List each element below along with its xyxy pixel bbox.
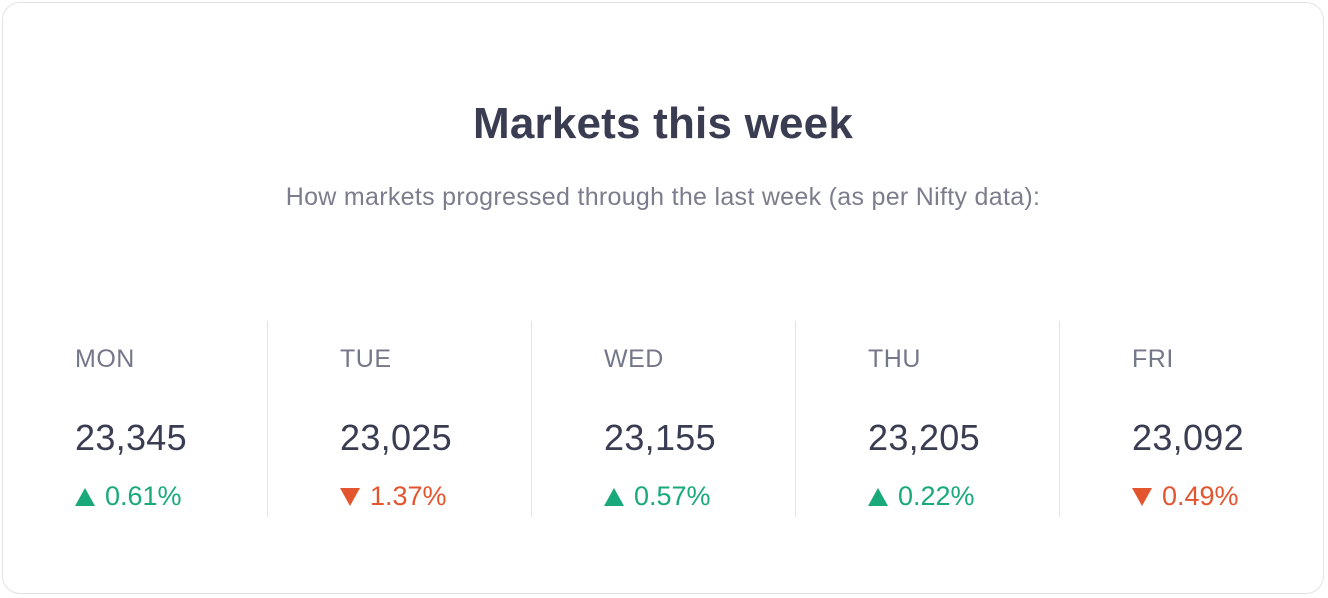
day-change: 1.37%: [340, 481, 447, 512]
day-wed: WED 23,155 0.57%: [531, 321, 795, 517]
day-value: 23,155: [604, 417, 716, 458]
card-title: Markets this week: [472, 99, 854, 148]
day-label: TUE: [340, 345, 392, 373]
day-value: 23,092: [1132, 417, 1244, 458]
triangle-down-icon: [1132, 487, 1152, 506]
day-label: WED: [604, 345, 664, 373]
change-percent: 0.22%: [898, 481, 975, 511]
change-percent: 0.49%: [1162, 481, 1239, 511]
change-percent: 0.57%: [634, 481, 711, 511]
triangle-up-icon: [604, 487, 624, 506]
day-value: 23,345: [75, 417, 187, 458]
day-mon: MON 23,345 0.61%: [3, 321, 267, 517]
change-percent: 1.37%: [370, 481, 447, 511]
day-change: 0.22%: [868, 481, 975, 512]
day-change: 0.61%: [75, 481, 182, 512]
day-thu: THU 23,205 0.22%: [795, 321, 1059, 517]
day-label: FRI: [1132, 345, 1174, 373]
triangle-up-icon: [868, 487, 888, 506]
day-label: MON: [75, 345, 135, 373]
card-subtitle: How markets progressed through the last …: [285, 183, 1041, 211]
day-change: 0.57%: [604, 481, 711, 512]
triangle-up-icon: [75, 487, 95, 506]
day-value: 23,025: [340, 417, 452, 458]
day-tue: TUE 23,025 1.37%: [267, 321, 531, 517]
days-row: MON 23,345 0.61% TUE 23,025 1.37% WED 23…: [3, 321, 1325, 517]
day-label: THU: [868, 345, 921, 373]
change-percent: 0.61%: [105, 481, 182, 511]
triangle-down-icon: [340, 487, 360, 506]
day-change: 0.49%: [1132, 481, 1239, 512]
day-fri: FRI 23,092 0.49%: [1059, 321, 1323, 517]
day-value: 23,205: [868, 417, 980, 458]
